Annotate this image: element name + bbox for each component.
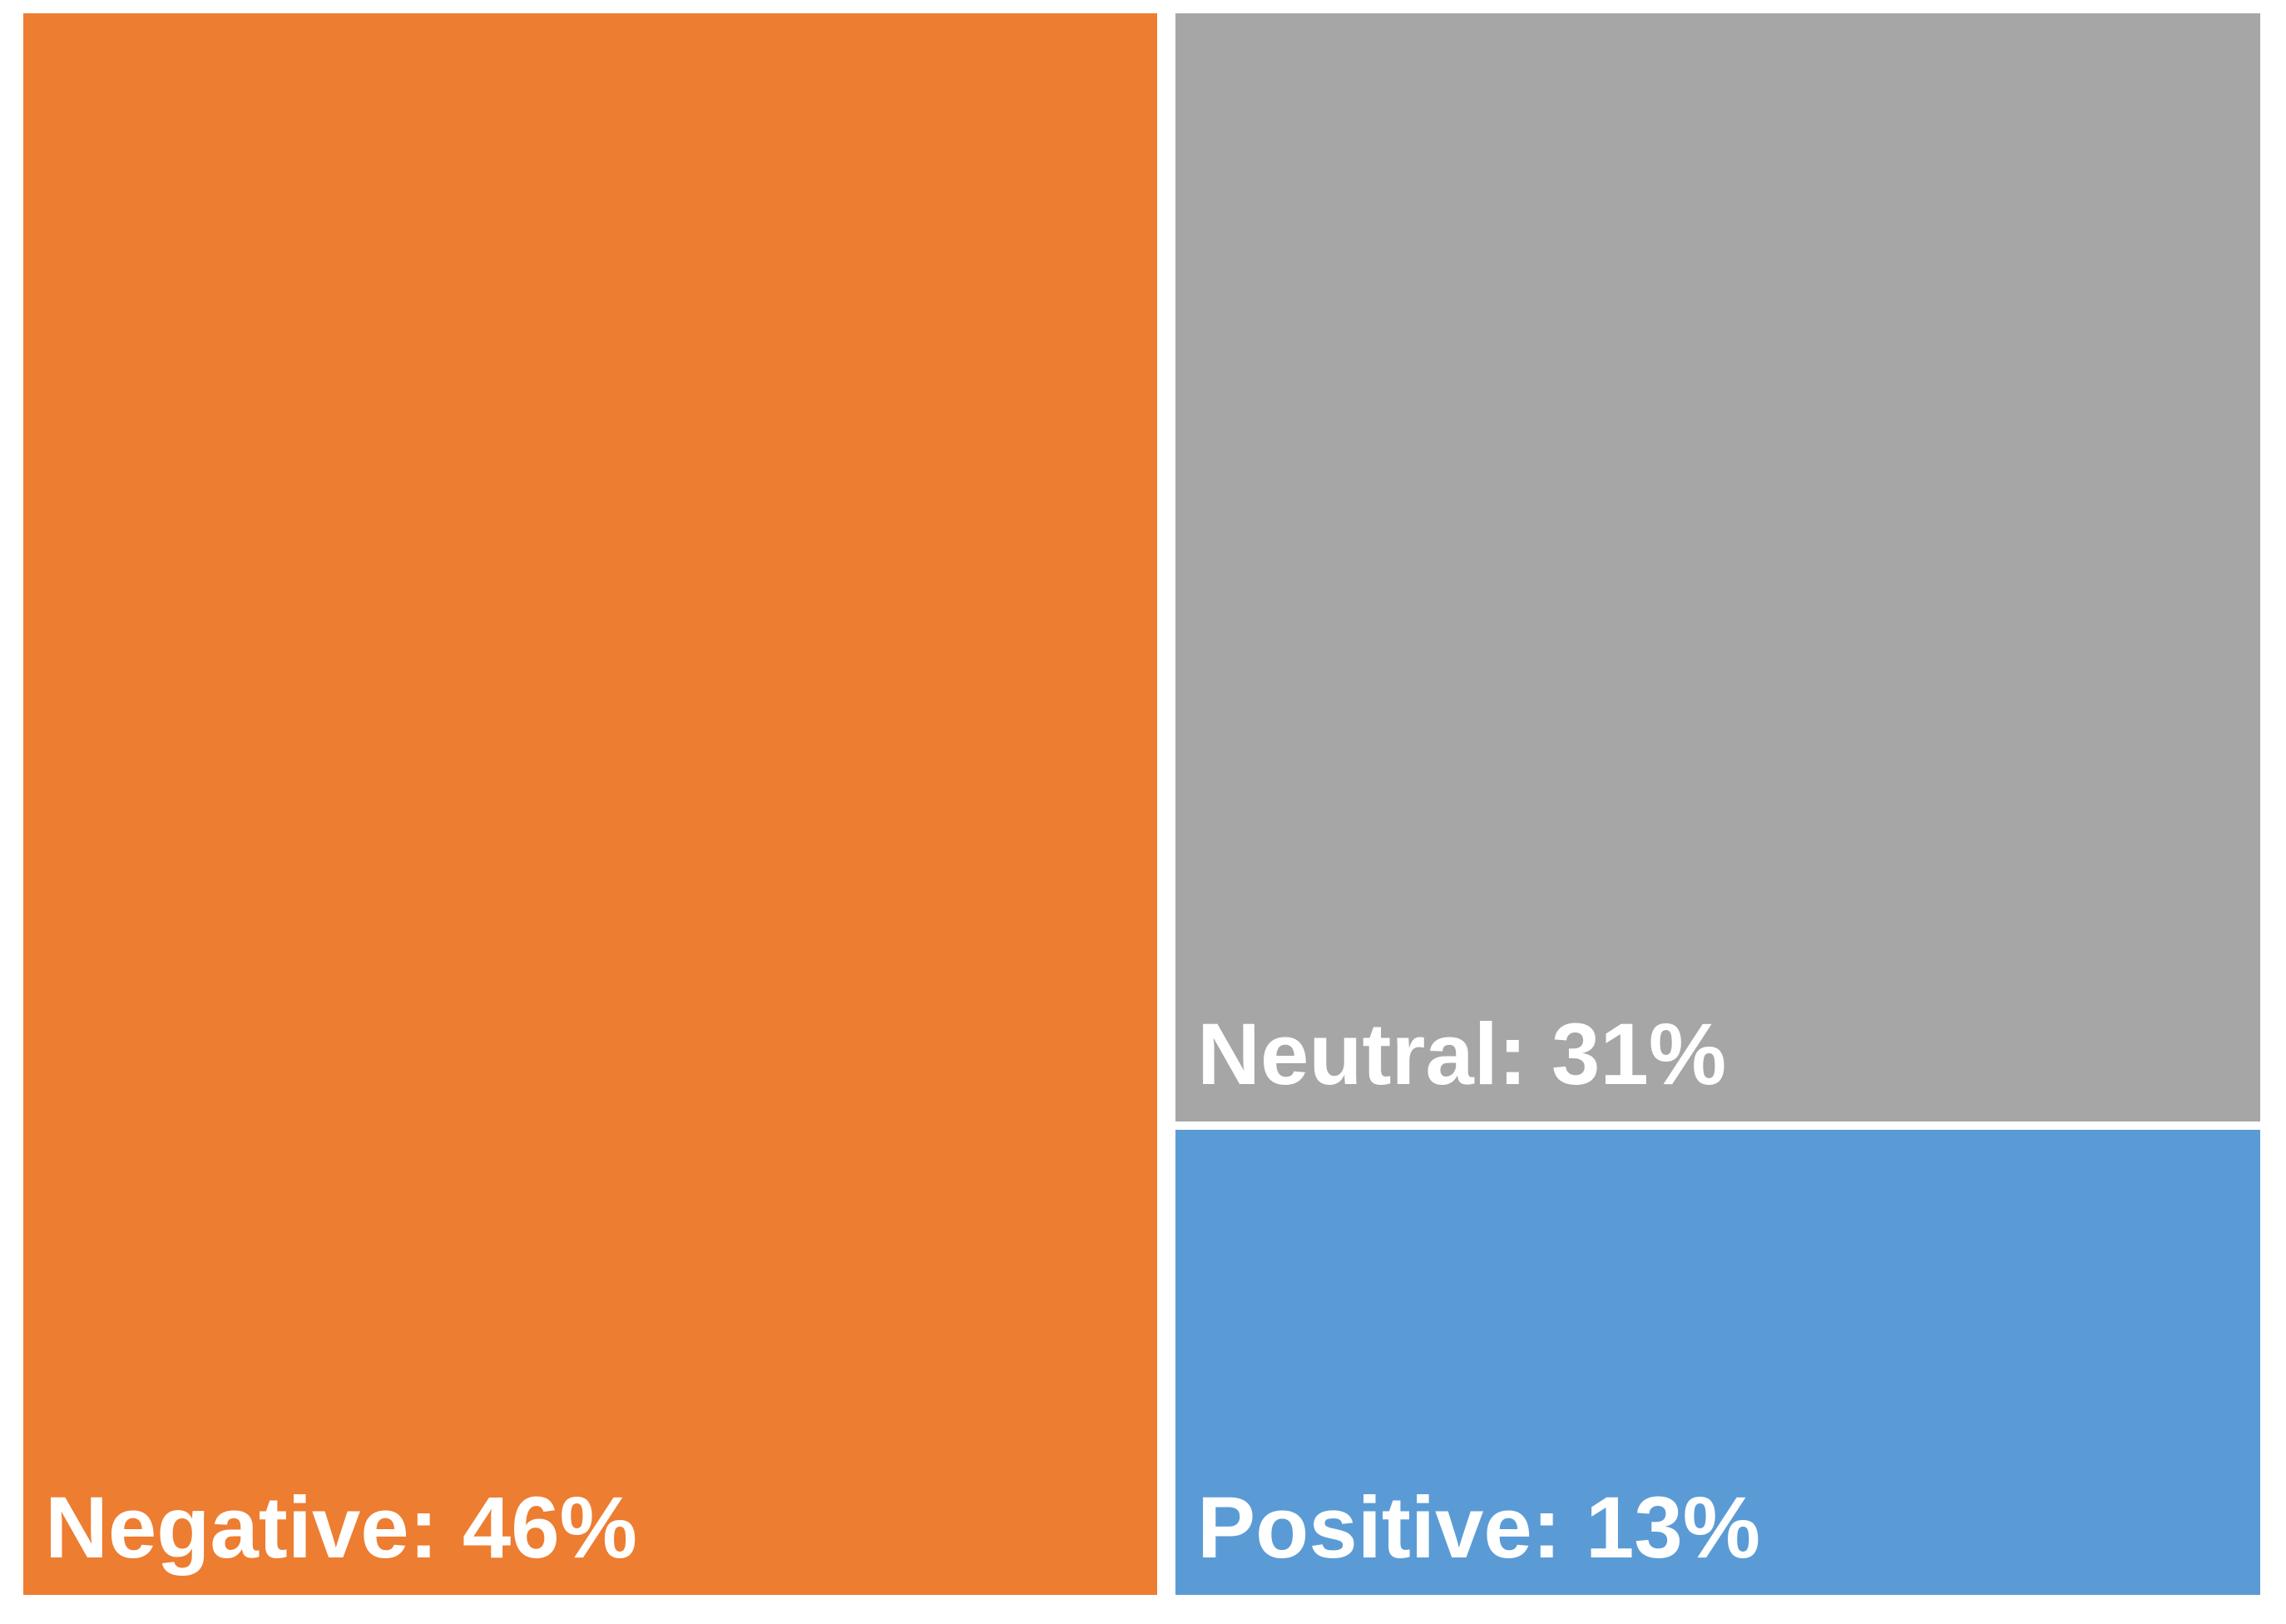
treemap-chart: Negative: 46% Neutral: 31% Positive: 13% [23, 13, 2260, 1595]
treemap-tile-positive: Positive: 13% [1175, 1130, 2260, 1595]
treemap-label-positive: Positive: 13% [1197, 1479, 1761, 1577]
treemap-label-negative: Negative: 46% [45, 1479, 637, 1577]
treemap-column-right: Neutral: 31% Positive: 13% [1175, 13, 2260, 1595]
treemap-label-neutral: Neutral: 31% [1197, 1006, 1727, 1104]
treemap-tile-neutral: Neutral: 31% [1175, 13, 2260, 1122]
treemap-tile-negative: Negative: 46% [23, 13, 1158, 1595]
